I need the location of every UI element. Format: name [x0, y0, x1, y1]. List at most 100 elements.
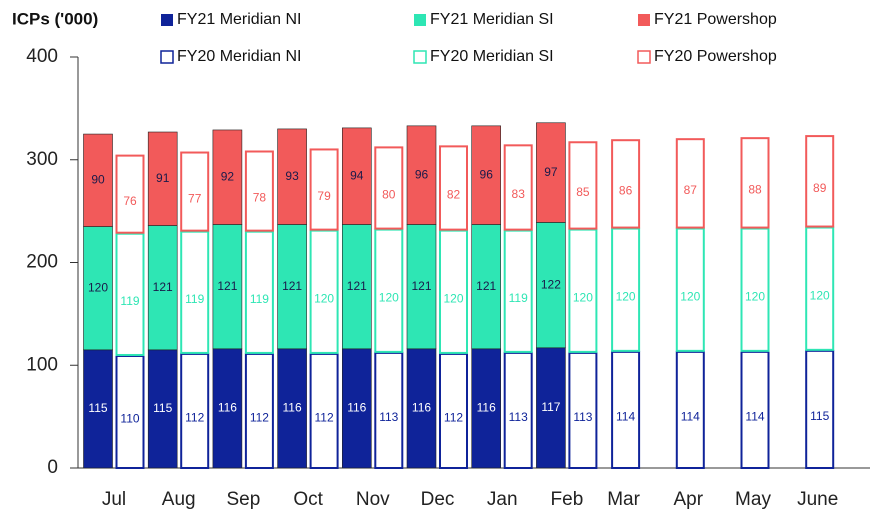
- data-label: 119: [185, 292, 204, 306]
- bar: [374, 351, 404, 469]
- data-label: 96: [480, 167, 494, 181]
- legend-label: FY20 Meridian SI: [430, 48, 554, 65]
- bar: [309, 148, 339, 231]
- data-label: 120: [810, 288, 830, 302]
- bar: [675, 138, 705, 229]
- data-label: 92: [221, 169, 235, 183]
- data-label: 116: [412, 401, 431, 415]
- bar: [83, 133, 113, 227]
- data-label: 88: [748, 183, 762, 197]
- bar: [536, 122, 566, 223]
- y-tick-label: 100: [26, 354, 58, 375]
- x-tick-label: Mar: [607, 489, 640, 510]
- data-label: 120: [443, 291, 463, 305]
- bar: [244, 230, 274, 354]
- bar: [611, 139, 641, 229]
- data-label: 119: [509, 291, 528, 305]
- data-label: 79: [317, 189, 331, 203]
- data-label: 97: [544, 165, 558, 179]
- data-label: 112: [185, 411, 204, 425]
- data-label: 94: [350, 168, 364, 182]
- bar: [115, 354, 145, 470]
- data-label: 119: [120, 294, 139, 308]
- legend-label: FY21 Meridian SI: [430, 11, 554, 28]
- data-label: 121: [217, 279, 237, 293]
- x-tick-label: Jan: [487, 489, 518, 510]
- legend-label: FY20 Meridian NI: [177, 48, 302, 65]
- bar: [805, 135, 835, 228]
- legend-label: FY21 Powershop: [654, 11, 777, 28]
- bar: [147, 225, 178, 351]
- legend-label: FY21 Meridian NI: [177, 11, 302, 28]
- bar: [277, 128, 307, 225]
- data-label: 116: [283, 401, 302, 415]
- bar: [115, 154, 145, 234]
- data-label: 121: [347, 279, 367, 293]
- x-tick-label: Feb: [551, 489, 584, 510]
- bar: [675, 350, 705, 469]
- y-tick-label: 200: [26, 252, 58, 273]
- data-label: 120: [314, 291, 334, 305]
- data-label: 83: [512, 187, 526, 201]
- bar: [309, 352, 339, 470]
- y-axis-title: ICPs ('000): [12, 9, 98, 28]
- x-tick-label: Sep: [226, 489, 260, 510]
- x-tick-label: Dec: [421, 489, 455, 510]
- data-label: 112: [250, 411, 269, 425]
- bar: [740, 350, 770, 469]
- data-label: 113: [573, 410, 592, 424]
- data-label: 121: [411, 279, 431, 293]
- data-label: 116: [218, 401, 237, 415]
- data-label: 90: [91, 172, 105, 186]
- bar: [439, 145, 468, 231]
- data-label: 85: [576, 185, 590, 199]
- legend-swatch: [413, 50, 427, 64]
- data-label: 93: [285, 169, 299, 183]
- data-label: 120: [88, 280, 108, 294]
- data-label: 78: [253, 191, 267, 205]
- data-label: 121: [282, 279, 302, 293]
- data-label: 91: [156, 171, 170, 185]
- x-tick-label: Nov: [356, 489, 390, 510]
- bar: [180, 151, 210, 232]
- data-label: 115: [810, 409, 829, 423]
- data-label: 120: [745, 289, 765, 303]
- legend-label: FY20 Powershop: [654, 48, 777, 65]
- bar: [83, 226, 113, 351]
- legend-swatch: [414, 14, 426, 26]
- bar: [147, 131, 178, 226]
- data-label: 121: [476, 279, 496, 293]
- data-label: 114: [745, 410, 764, 424]
- bar: [740, 137, 770, 229]
- data-label: 112: [444, 411, 463, 425]
- bar: [341, 348, 372, 469]
- legend-swatch: [161, 14, 173, 26]
- data-label: 89: [813, 181, 827, 195]
- data-label: 114: [681, 410, 700, 424]
- data-label: 112: [315, 411, 334, 425]
- data-label: 110: [120, 412, 139, 426]
- bar: [611, 227, 641, 352]
- bar: [568, 141, 598, 230]
- bar: [341, 127, 372, 225]
- bar: [83, 349, 113, 469]
- bar: [439, 352, 468, 470]
- bar: [471, 348, 502, 469]
- legend-swatch: [638, 14, 650, 26]
- x-tick-label: Apr: [674, 489, 704, 510]
- bar: [568, 228, 598, 353]
- legend-swatch: [637, 50, 651, 64]
- bar: [503, 144, 533, 231]
- data-label: 80: [382, 188, 396, 202]
- bar: [180, 352, 210, 470]
- x-tick-label: Aug: [162, 489, 196, 510]
- data-label: 77: [188, 191, 202, 205]
- bar: [536, 222, 566, 349]
- data-label: 113: [509, 410, 528, 424]
- y-tick-label: 400: [26, 46, 58, 67]
- x-tick-label: May: [735, 489, 771, 510]
- data-label: 120: [573, 290, 593, 304]
- data-label: 86: [619, 184, 633, 198]
- data-label: 96: [415, 167, 429, 181]
